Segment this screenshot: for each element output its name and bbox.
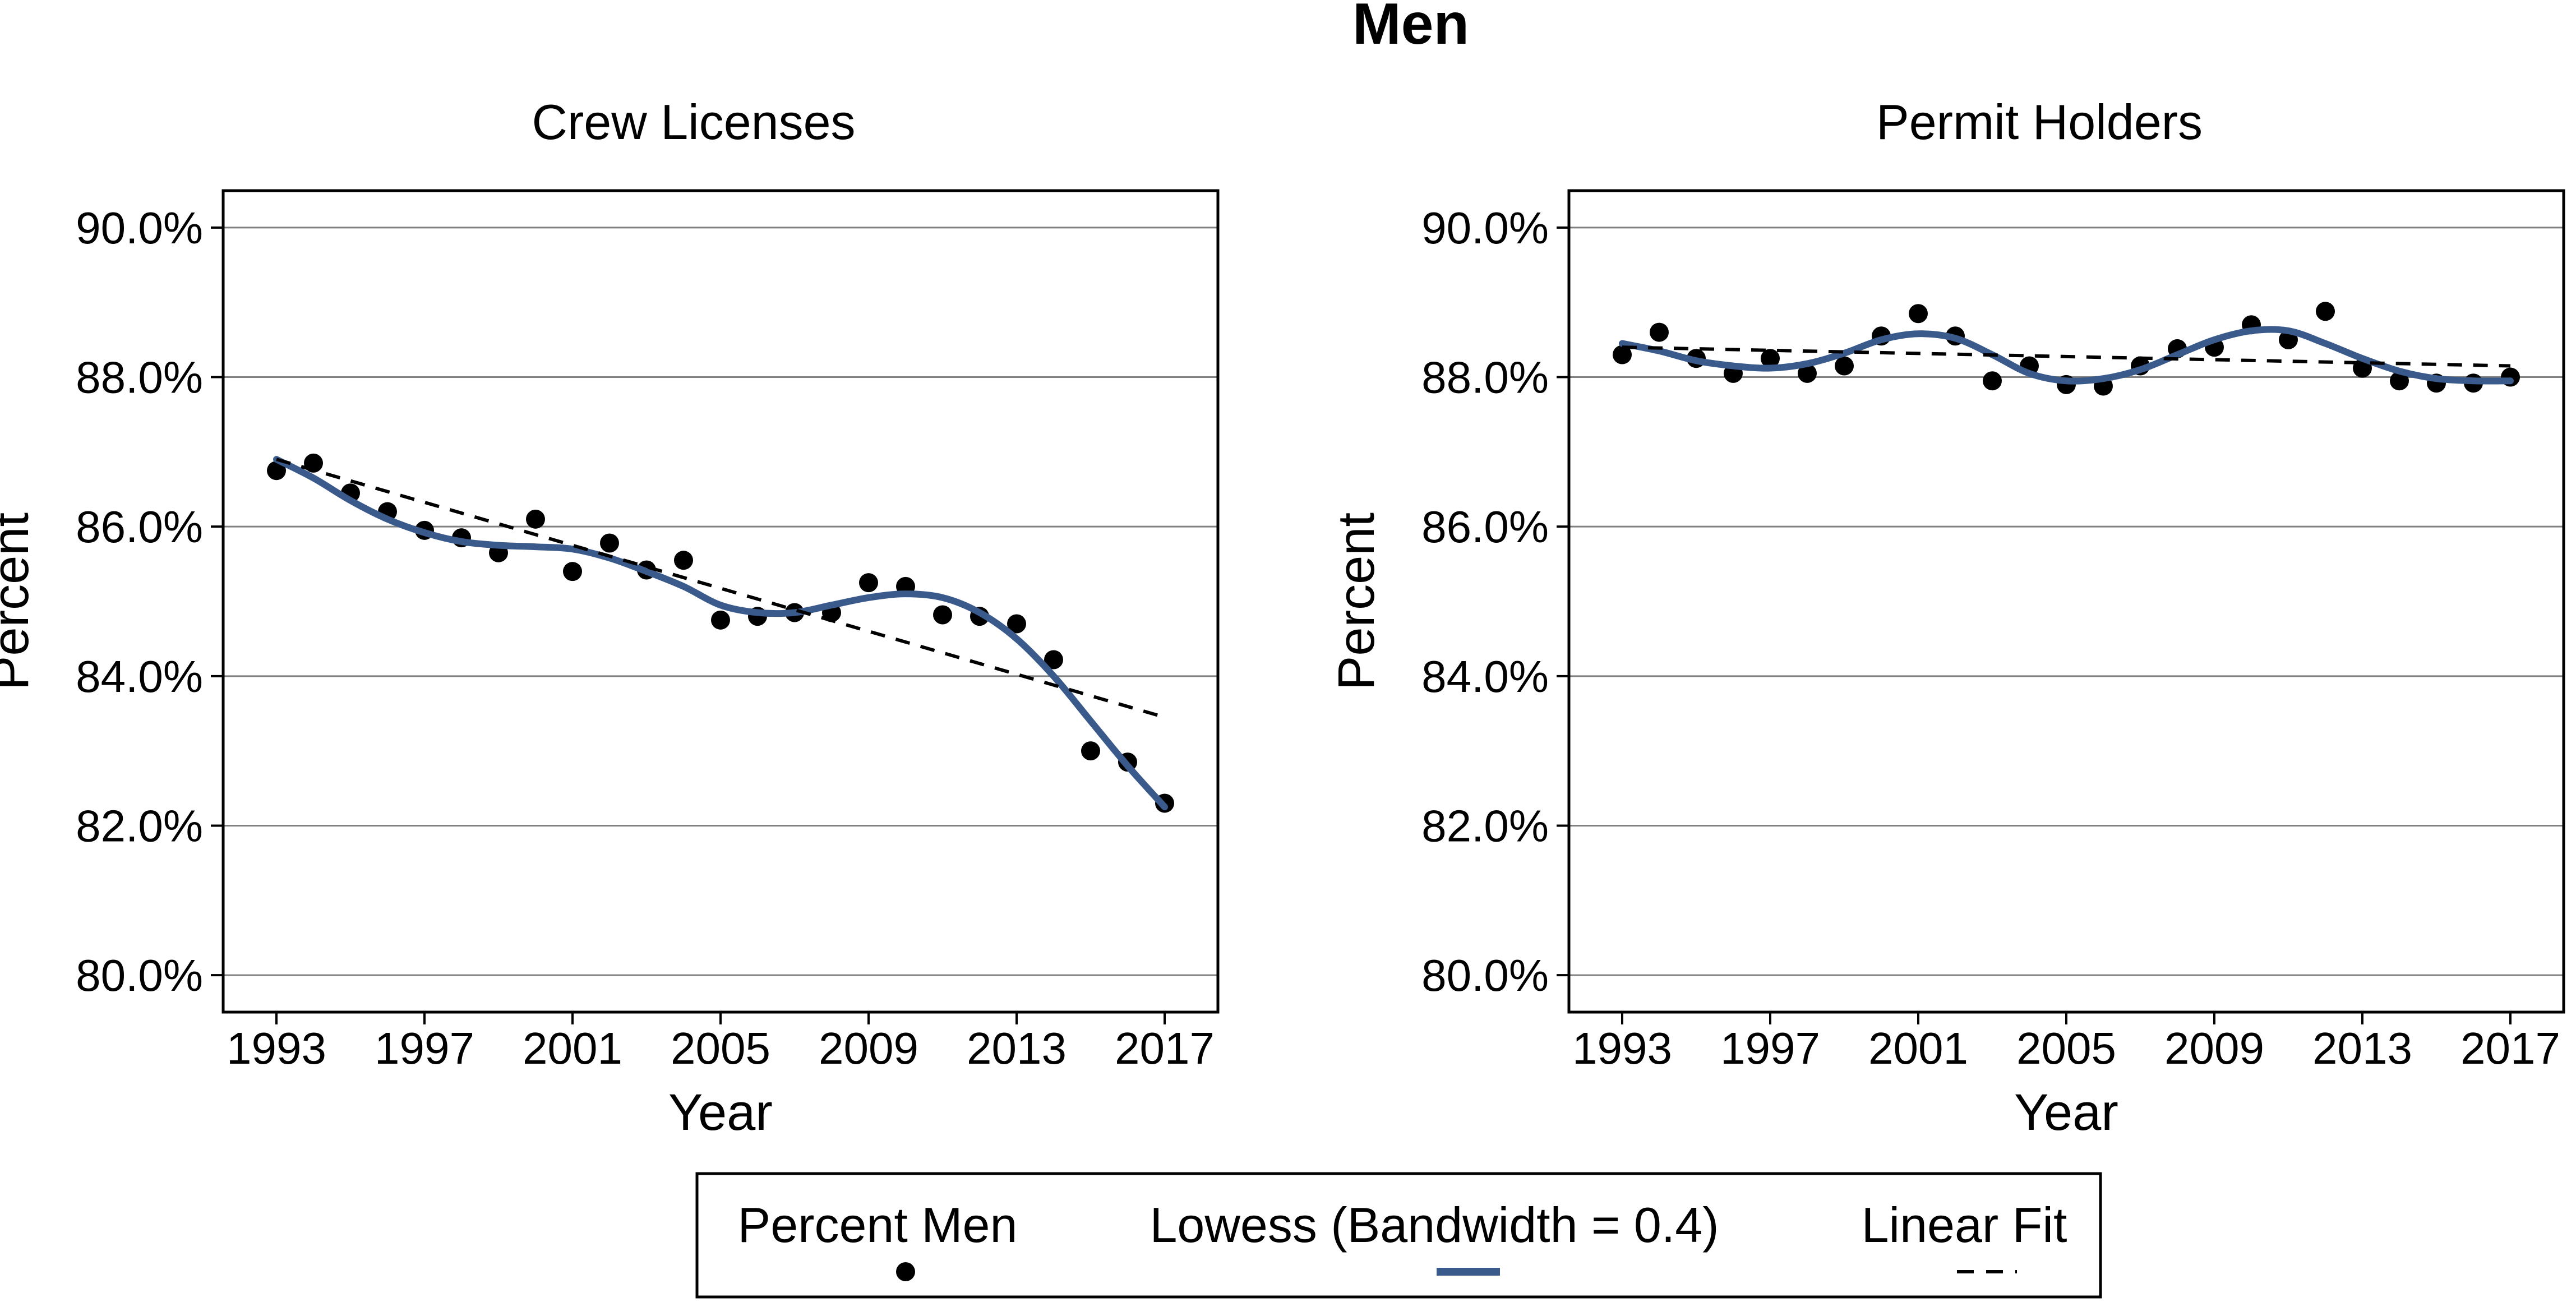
x-tick-label: 1993	[1572, 1023, 1672, 1073]
data-point-2003	[1983, 371, 2002, 390]
data-point-2015	[1081, 741, 1100, 760]
y-tick-label: 86.0%	[1421, 502, 1549, 552]
x-tick-label: 2001	[1868, 1023, 1968, 1073]
data-point-1994	[1650, 323, 1669, 342]
y-tick-label: 90.0%	[76, 203, 203, 253]
y-tick-label: 82.0%	[76, 801, 203, 851]
legend-marker-dot	[896, 1262, 915, 1281]
subplot-title: Crew Licenses	[532, 94, 855, 150]
x-tick-label: 1993	[227, 1023, 326, 1073]
y-tick-label: 80.0%	[76, 950, 203, 1000]
x-tick-label: 2005	[671, 1023, 770, 1073]
data-point-2004	[674, 551, 693, 570]
x-tick-label: 2005	[2016, 1023, 2116, 1073]
data-point-1999	[1835, 357, 1854, 376]
y-tick-label: 90.0%	[1421, 203, 1549, 253]
x-tick-label: 2009	[2164, 1023, 2264, 1073]
data-point-2009	[859, 573, 878, 592]
x-tick-label: 2013	[2312, 1023, 2412, 1073]
y-tick-label: 88.0%	[76, 353, 203, 403]
x-tick-label: 1997	[1720, 1023, 1820, 1073]
x-axis-label: Year	[668, 1084, 773, 1141]
x-tick-label: 2017	[1115, 1023, 1215, 1073]
legend-label-lowess: Lowess (Bandwidth = 0.4)	[1149, 1197, 1719, 1253]
x-tick-label: 1997	[375, 1023, 474, 1073]
legend: Percent Men Lowess (Bandwidth = 0.4) Lin…	[697, 1174, 2100, 1297]
data-point-2012	[2316, 302, 2335, 321]
y-tick-label: 86.0%	[76, 502, 203, 552]
x-tick-label: 2009	[819, 1023, 918, 1073]
x-axis-label: Year	[2014, 1084, 2118, 1141]
x-tick-label: 2013	[967, 1023, 1067, 1073]
data-point-2001	[1909, 304, 1928, 323]
y-axis-label: Percent	[0, 513, 39, 690]
x-tick-label: 2017	[2460, 1023, 2560, 1073]
y-axis-label: Percent	[1328, 513, 1385, 690]
figure-background	[0, 0, 2576, 1302]
y-tick-label: 88.0%	[1421, 353, 1549, 403]
data-point-2001	[563, 562, 582, 581]
data-point-2002	[600, 534, 619, 553]
y-tick-label: 84.0%	[76, 652, 203, 701]
x-tick-label: 2001	[523, 1023, 622, 1073]
figure: Men Crew Licenses 80.0% 82.0% 84.0% 86.0% 88.…	[0, 0, 2576, 1302]
y-tick-label: 84.0%	[1421, 652, 1549, 701]
subplot-title: Permit Holders	[1876, 94, 2203, 150]
data-point-2011	[933, 605, 952, 624]
y-tick-label: 82.0%	[1421, 801, 1549, 851]
legend-label-percent-men: Percent Men	[738, 1197, 1018, 1253]
y-tick-label: 80.0%	[1421, 950, 1549, 1000]
data-point-2005	[711, 611, 730, 630]
legend-label-linear-fit: Linear Fit	[1862, 1197, 2067, 1253]
data-point-2000	[526, 510, 545, 529]
figure-title: Men	[1352, 0, 1469, 57]
